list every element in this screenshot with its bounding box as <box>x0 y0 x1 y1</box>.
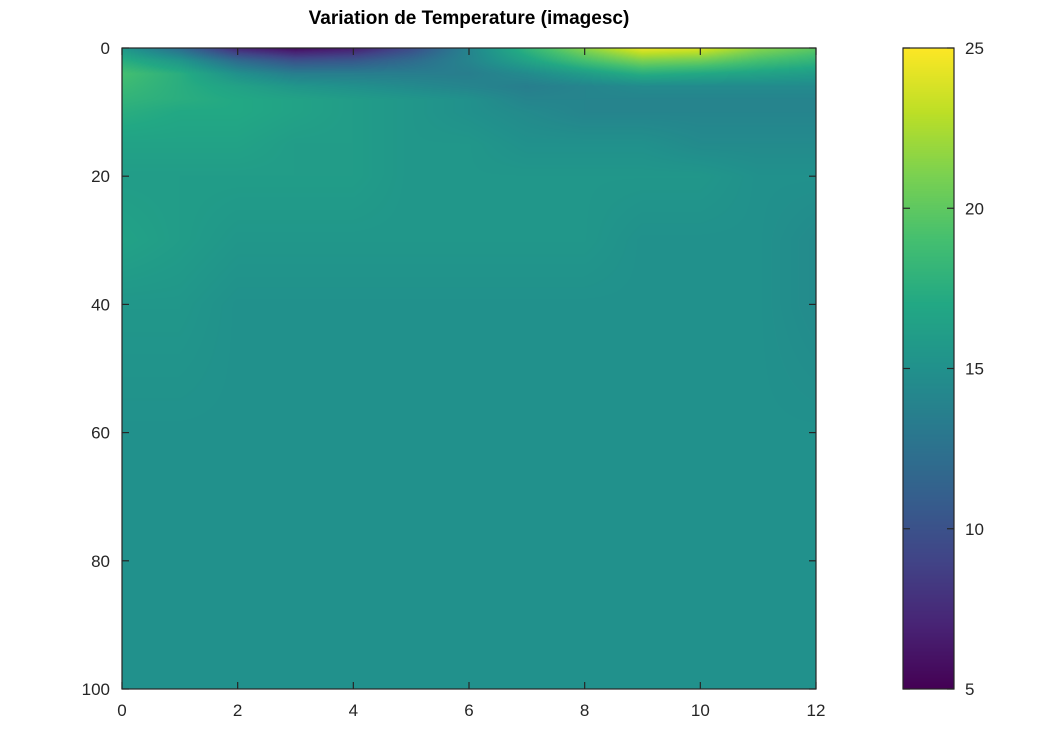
y-tick-label: 20 <box>91 167 110 186</box>
y-tick-label: 80 <box>91 552 110 571</box>
x-tick-label: 8 <box>580 701 589 720</box>
chart-title: Variation de Temperature (imagesc) <box>309 8 630 29</box>
plot-area <box>122 48 816 689</box>
colorbar: 5 10 15 20 25 <box>902 39 984 699</box>
y-tick-label: 60 <box>91 424 110 443</box>
colorbar-tick-label: 25 <box>965 39 984 58</box>
colorbar-gradient <box>903 48 954 689</box>
y-axis: 0 20 40 60 80 100 <box>82 39 816 699</box>
y-tick-label: 40 <box>91 295 110 314</box>
x-axis: 0 2 4 6 8 10 12 <box>117 48 825 720</box>
colorbar-tick-label: 5 <box>965 680 974 699</box>
x-tick-label: 10 <box>691 701 710 720</box>
heatmap-image <box>122 48 816 689</box>
colorbar-tick-label: 10 <box>965 520 984 539</box>
colorbar-axis: 5 10 15 20 25 <box>903 39 984 699</box>
x-tick-label: 4 <box>349 701 358 720</box>
y-tick-label: 0 <box>101 39 110 58</box>
x-tick-label: 0 <box>117 701 126 720</box>
x-tick-label: 12 <box>807 701 826 720</box>
colorbar-tick-label: 20 <box>965 199 984 218</box>
y-tick-label: 100 <box>82 680 110 699</box>
colorbar-tick-label: 15 <box>965 360 984 379</box>
x-tick-label: 6 <box>464 701 473 720</box>
x-tick-label: 2 <box>233 701 242 720</box>
